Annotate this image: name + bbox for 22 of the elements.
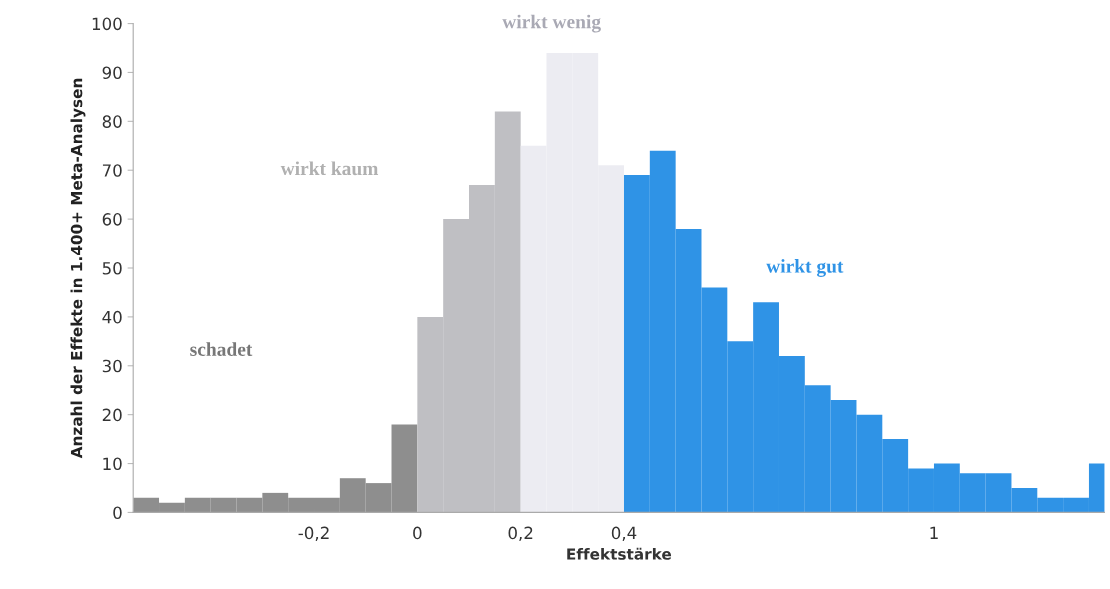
y-tick-label: 100 [92,17,122,31]
y-tick-label: 20 [102,408,122,422]
y-tick-label: 60 [102,213,122,226]
y-tick-label: 10 [103,457,122,471]
y-tick-label: 90 [102,66,122,80]
x-tick-label: 0 [413,526,422,540]
annotation: schadet [190,342,253,356]
y-axis-title: Anzahl der Effekte in 1.400+ Meta-Analysen [70,78,86,459]
x-tick-label: -0,2 [298,526,329,541]
annotation: wirkt wenig [502,14,601,33]
y-tick-label: 0 [113,506,122,519]
x-axis-title: Effektstärke [567,547,672,560]
y-tick-label: 40 [102,310,122,324]
y-tick-label: 50 [102,261,122,275]
annotation: wirkt gut [766,259,844,277]
x-tick-label: 1 [930,526,938,539]
y-tick-label: 70 [102,164,122,177]
y-tick-label: 80 [102,115,122,128]
annotation: wirkt kaum [280,161,379,176]
y-tick-label: 30 [102,359,122,373]
x-tick-label: 0,4 [611,526,637,541]
x-tick-label: 0,2 [508,526,533,541]
